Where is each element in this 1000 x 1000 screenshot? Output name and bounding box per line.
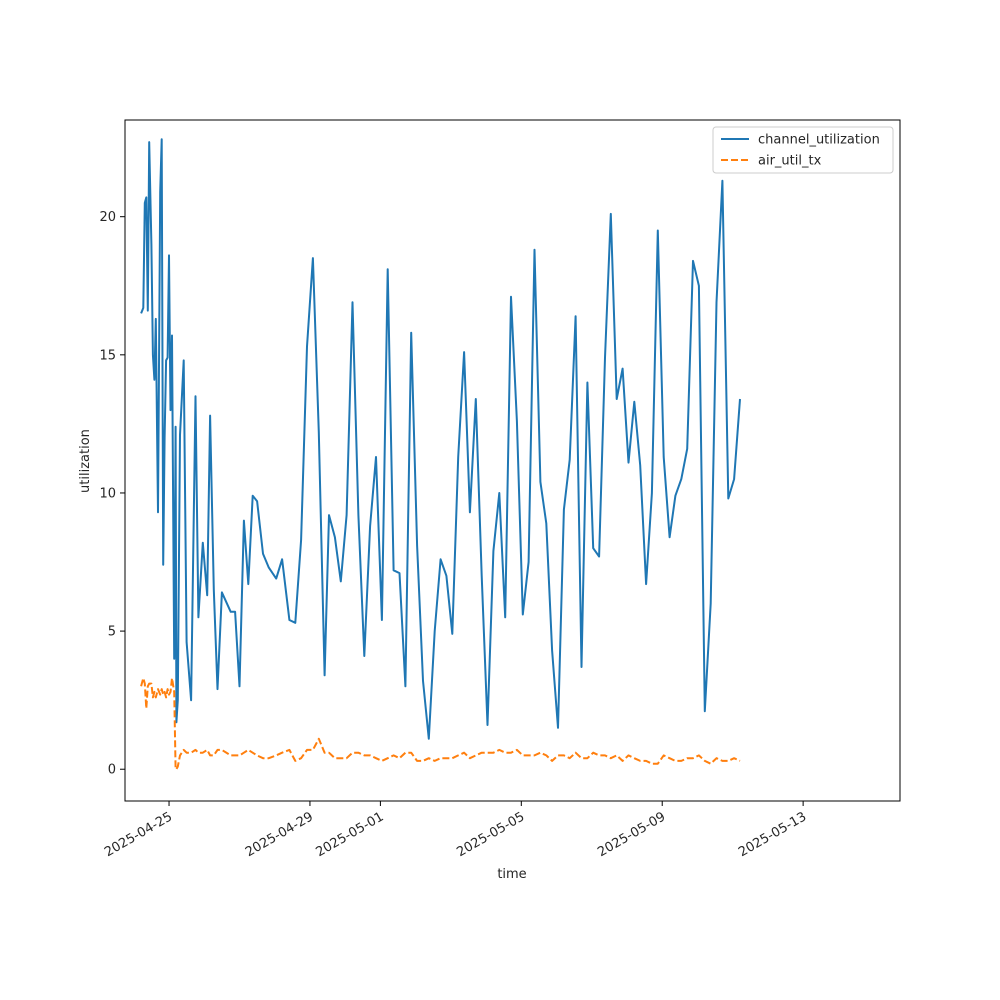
legend-label: channel_utilization: [758, 133, 880, 148]
series-line-channel_utilization: [140, 138, 741, 740]
legend-box: [712, 126, 894, 174]
plot-frame: [124, 119, 901, 802]
y-tick-label: 20: [99, 210, 116, 225]
y-tick-label: 5: [108, 625, 116, 640]
y-tick-label: 15: [99, 348, 116, 363]
y-axis: 0 5 10 15 20: [99, 210, 125, 778]
x-axis-label: time: [497, 867, 526, 882]
series-line-air_util_tx: [140, 677, 741, 771]
y-tick-label: 0: [108, 763, 116, 778]
legend: channel_utilization air_util_tx: [712, 126, 894, 174]
y-axis-label: utilization: [78, 429, 93, 493]
legend-label: air_util_tx: [758, 154, 822, 169]
plot-area: [140, 138, 741, 771]
y-tick-label: 10: [99, 486, 116, 501]
